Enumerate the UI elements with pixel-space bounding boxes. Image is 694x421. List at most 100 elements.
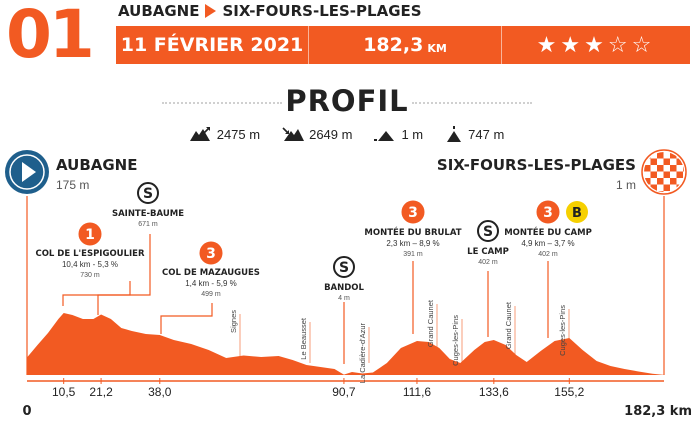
x-start-label: 0	[22, 404, 31, 419]
badge-label: 3	[206, 246, 216, 262]
finish-city-label: SIX-FOURS-LES-PLAGES	[437, 156, 636, 174]
sprint-badge-icon	[333, 256, 355, 278]
ascent-icon	[189, 127, 210, 141]
stat-descent-value: 2649 m	[309, 126, 353, 142]
stat-ascent: 2475 m	[189, 126, 261, 142]
climb-name: COL DE MAZAUGUES	[162, 268, 260, 278]
distance-value: 182,3	[363, 34, 424, 56]
place-label: Signes	[229, 310, 238, 333]
place-label: Cuges-les-Pins	[451, 315, 460, 366]
climb-name: LE CAMP	[467, 247, 509, 257]
x-tick-label: 21,2	[89, 385, 113, 399]
climb-category-badge	[401, 200, 425, 224]
bonus-badge-icon	[566, 201, 588, 223]
badge-label: S	[483, 224, 493, 240]
bonus-badge-label: B	[572, 206, 582, 221]
finish-marker-icon	[641, 149, 687, 195]
stage-distance: 182,3 KM	[309, 26, 502, 64]
climb-name: COL DE L'ESPIGOULIER	[35, 249, 144, 259]
climb-category-badge	[78, 222, 102, 246]
stat-descent: 2649 m	[282, 126, 352, 142]
badge-label: S	[339, 260, 349, 276]
star-filled-icon: ★	[536, 32, 561, 58]
stage-date: 11 FÉVRIER 2021	[116, 26, 309, 64]
descent-icon	[282, 127, 305, 141]
climb-name: MONTÉE DU CAMP	[504, 226, 592, 238]
start-marker-icon	[5, 150, 49, 194]
elevation-stats: 2475 m 2649 m 1 m 747 m	[0, 126, 694, 142]
x-tick-label: 90,7	[332, 385, 356, 399]
x-tick-label: 111,6	[403, 385, 432, 399]
x-tick-label: 133,6	[479, 385, 509, 399]
x-tick-label: 10,5	[52, 385, 76, 399]
climb-leader-line	[97, 234, 151, 315]
badge-label: S	[143, 186, 153, 202]
divider-left	[162, 102, 282, 104]
stat-max-altitude: 747 m	[445, 126, 504, 142]
stat-min-altitude-value: 1 m	[401, 126, 424, 142]
star-empty-icon: ☆	[607, 32, 632, 58]
badge-label: 3	[543, 205, 553, 221]
start-city-label: AUBAGNE	[56, 156, 137, 174]
place-label: Le Beausset	[299, 317, 308, 360]
place-label: La Cadière-d'Azur	[358, 323, 367, 384]
stage-info-bar: 11 FÉVRIER 2021 182,3 KM ★ ★ ★ ☆ ☆	[116, 26, 690, 64]
climb-name: BANDOL	[324, 283, 364, 293]
stage-number: 01	[6, 0, 95, 73]
distance-unit: KM	[427, 41, 447, 55]
star-empty-icon: ☆	[631, 32, 656, 58]
divider-right	[412, 102, 532, 104]
difficulty-stars: ★ ★ ★ ☆ ☆	[502, 26, 690, 64]
section-title: PROFIL	[285, 84, 409, 118]
finish-city: SIX-FOURS-LES-PLAGES	[222, 2, 422, 20]
climb-detail: 2,3 km – 8,9 %	[386, 239, 439, 248]
min-altitude-icon	[374, 131, 395, 141]
climb-altitude: 730 m	[80, 272, 100, 279]
star-filled-icon: ★	[584, 32, 608, 58]
climb-category-badge	[536, 200, 560, 224]
climb-name: MONTÉE DU BRULAT	[364, 226, 461, 238]
finish-city-altitude: 1 m	[616, 178, 636, 192]
stat-min-altitude: 1 m	[374, 126, 423, 142]
sprint-badge-icon	[137, 182, 159, 204]
climb-detail: 1,4 km - 5,9 %	[185, 279, 237, 288]
climb-altitude: 499 m	[201, 291, 221, 298]
climb-category-badge	[199, 241, 223, 265]
max-altitude-icon	[447, 126, 462, 142]
climb-annotation: S LE CAMP 402 m	[467, 220, 509, 337]
route-arrow-icon	[205, 4, 217, 18]
profile-heading: PROFIL	[0, 84, 694, 124]
climb-altitude: 402 m	[478, 259, 498, 266]
climb-annotation: S BANDOL 4 m	[324, 256, 365, 364]
star-filled-icon: ★	[560, 32, 585, 58]
climb-altitude: 671 m	[138, 221, 158, 228]
climb-name: SAINTE-BAUME	[112, 209, 184, 219]
climb-detail: 10,4 km - 5,3 %	[62, 260, 118, 269]
route-title: AUBAGNE SIX-FOURS-LES-PLAGES	[118, 2, 422, 20]
climb-leader-line	[160, 303, 213, 334]
climb-leader-line	[62, 281, 131, 306]
place-label: Grand Caunet	[504, 301, 513, 349]
climb-altitude: 391 m	[403, 251, 423, 258]
climb-annotation: S SAINTE-BAUME 671 m	[97, 182, 184, 315]
stat-ascent-value: 2475 m	[216, 126, 261, 142]
sprint-badge-icon	[477, 220, 499, 242]
start-city-altitude: 175 m	[56, 178, 89, 192]
climb-altitude: 4 m	[338, 295, 350, 302]
climb-detail: 4,9 km – 3,7 %	[521, 239, 574, 248]
elevation-area	[27, 313, 664, 375]
x-tick-label: 155,2	[554, 385, 584, 399]
stat-max-altitude-value: 747 m	[468, 126, 505, 142]
badge-label: 1	[85, 227, 95, 243]
x-tick-label: 38,0	[148, 385, 172, 399]
badge-label: 3	[408, 205, 418, 221]
place-label: Cuges-les-Pins	[558, 305, 567, 356]
climb-altitude: 402 m	[538, 251, 558, 258]
x-end-label: 182,3 km	[624, 404, 692, 419]
place-label: Grand Caunet	[426, 299, 435, 347]
